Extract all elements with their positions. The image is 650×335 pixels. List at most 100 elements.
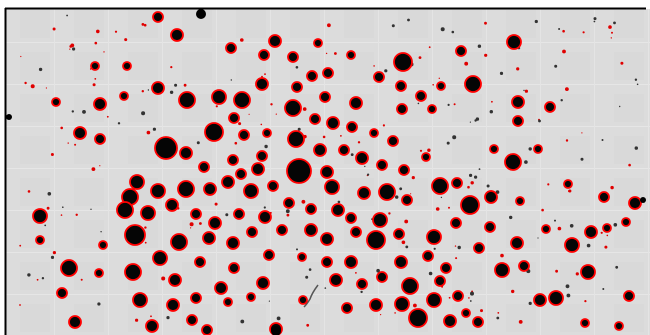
colony: [580, 264, 596, 280]
speck: [41, 277, 45, 280]
colony: [518, 260, 530, 272]
speck: [497, 312, 500, 314]
colony: [235, 168, 247, 180]
speck: [324, 287, 327, 289]
speck: [584, 300, 587, 303]
colony: [422, 250, 434, 262]
colony: [170, 28, 184, 42]
colony: [233, 208, 245, 220]
speck: [322, 135, 326, 139]
speck: [82, 110, 86, 114]
speck: [114, 30, 118, 33]
colony: [341, 302, 353, 314]
colony: [369, 298, 383, 312]
speck: [50, 255, 55, 259]
colony: [504, 153, 522, 171]
speck: [524, 89, 529, 93]
speck: [388, 212, 391, 215]
colony: [258, 210, 272, 224]
colony: [262, 128, 272, 138]
speck: [143, 23, 147, 27]
colony: [394, 296, 410, 312]
speck: [615, 265, 619, 269]
speck: [565, 87, 569, 91]
speck: [478, 168, 481, 171]
speck: [170, 66, 173, 69]
speck: [248, 113, 250, 115]
speck: [301, 199, 306, 204]
speck: [428, 46, 431, 49]
speck: [71, 110, 75, 113]
colony: [283, 197, 295, 209]
colony: [357, 186, 371, 200]
speck: [417, 102, 420, 105]
speck: [610, 37, 612, 39]
colony: [344, 255, 358, 269]
speck: [484, 21, 487, 25]
colony: [291, 81, 303, 93]
speck: [305, 275, 309, 279]
speck: [610, 185, 614, 190]
speck: [560, 99, 563, 102]
speck: [66, 14, 68, 17]
colony: [510, 236, 524, 250]
colony: [443, 314, 457, 328]
colony: [263, 249, 275, 261]
colony: [451, 177, 463, 189]
speck: [30, 84, 35, 89]
speck: [613, 223, 618, 227]
colony: [544, 101, 556, 113]
colony: [621, 217, 631, 227]
colony: [94, 268, 104, 278]
speck: [528, 301, 532, 305]
speck: [457, 245, 461, 250]
dark-object: [6, 114, 12, 120]
speck: [499, 71, 504, 75]
colony: [564, 237, 580, 253]
colony: [306, 70, 318, 82]
speck: [516, 67, 520, 71]
colony: [431, 177, 449, 195]
colony: [190, 292, 202, 304]
speck: [373, 65, 375, 67]
colony: [464, 75, 482, 93]
speck: [593, 17, 597, 21]
colony: [434, 275, 446, 287]
colony: [60, 259, 78, 277]
speck: [225, 213, 229, 217]
speck: [99, 165, 101, 167]
speck: [538, 119, 541, 123]
speck: [428, 271, 433, 276]
speck: [435, 207, 440, 211]
speck: [448, 206, 450, 209]
speck: [97, 302, 101, 306]
speck: [297, 127, 301, 131]
speck: [50, 153, 54, 156]
speck: [308, 268, 312, 271]
speck: [448, 296, 451, 299]
speck: [19, 244, 22, 247]
colony: [214, 281, 228, 295]
speck: [427, 148, 431, 152]
speck: [135, 318, 139, 322]
speck: [264, 73, 266, 75]
colony: [251, 162, 265, 176]
speck: [547, 183, 550, 186]
speck: [355, 272, 357, 274]
colony: [98, 240, 108, 250]
colony: [313, 38, 323, 48]
speck: [46, 206, 50, 210]
colony: [401, 277, 419, 295]
speck: [380, 314, 382, 316]
speck: [20, 55, 22, 58]
colony: [356, 278, 368, 290]
colony: [129, 174, 145, 190]
colony: [276, 224, 288, 236]
colony: [378, 183, 396, 201]
colony: [116, 201, 134, 219]
colony: [132, 292, 148, 308]
speck: [169, 90, 174, 95]
colony: [238, 129, 250, 141]
colony: [494, 262, 510, 278]
speck: [407, 18, 410, 22]
